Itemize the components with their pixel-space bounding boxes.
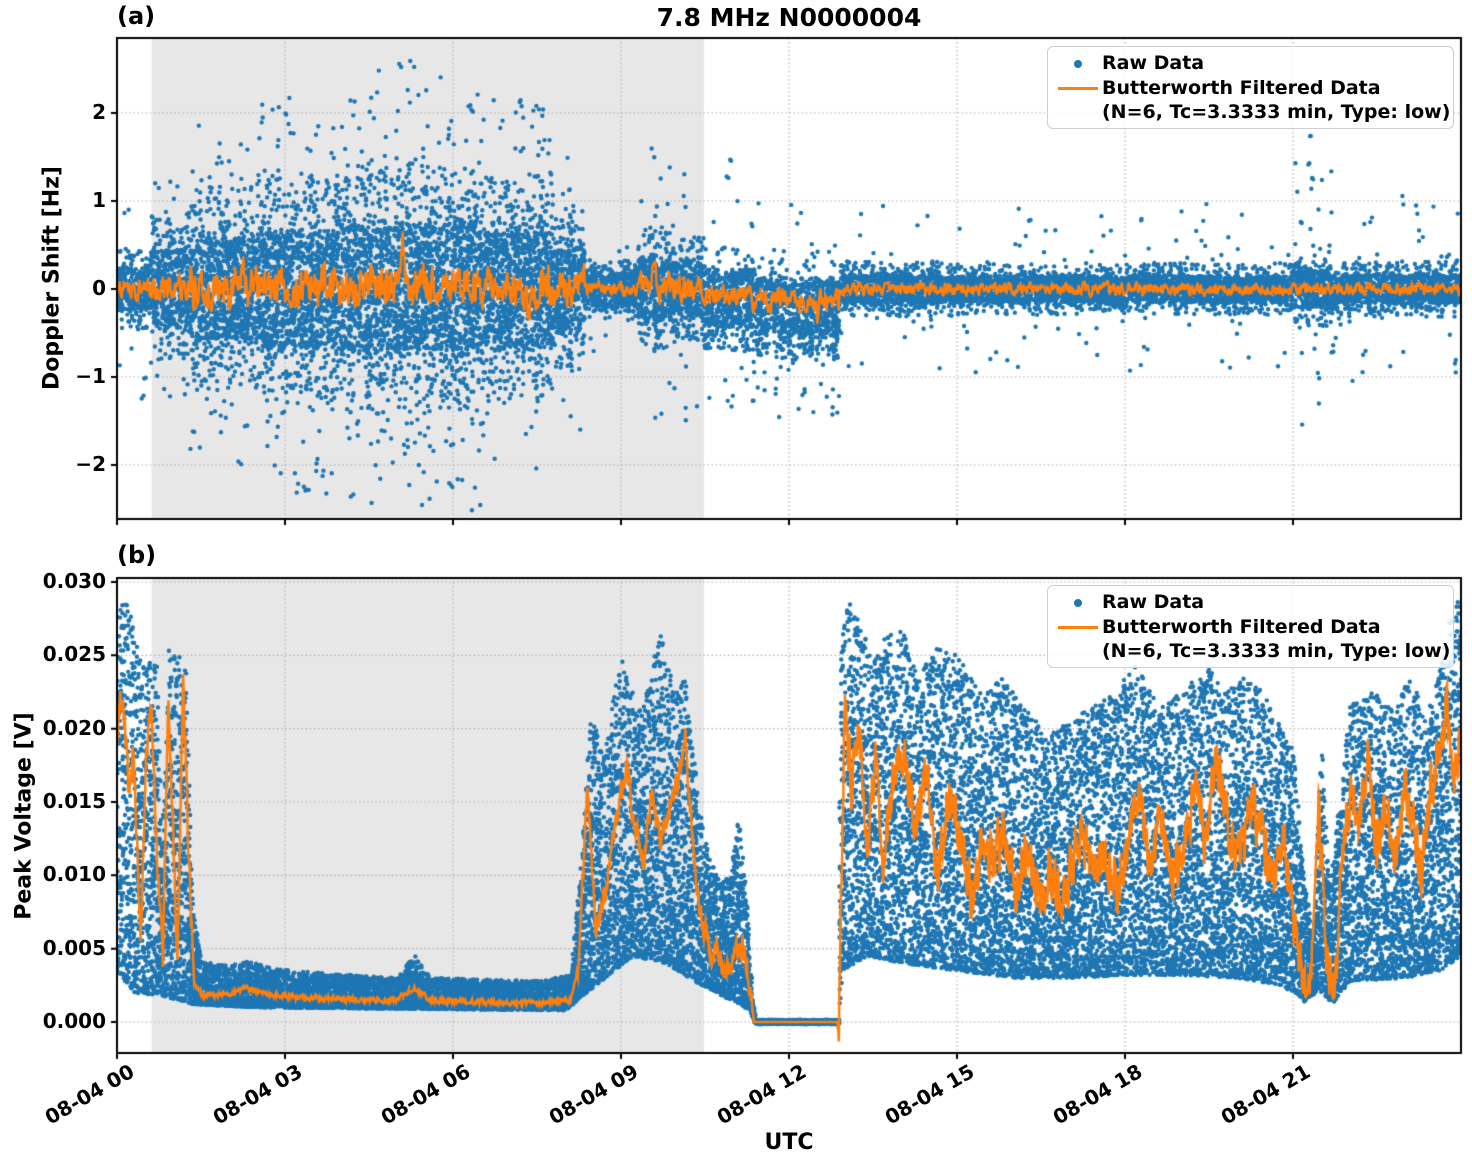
legend-filtered-label: Butterworth Filtered Data (N=6, Tc=3.333…: [1102, 76, 1451, 123]
raw-data-marker-icon: [1054, 51, 1102, 76]
legend-panel-b: Raw Data Butterworth Filtered Data (N=6,…: [1047, 585, 1454, 668]
y-tick-label-b: 0.000: [42, 1009, 106, 1033]
legend-filtered-label: Butterworth Filtered Data (N=6, Tc=3.333…: [1102, 615, 1451, 662]
panel-a-tag: (a): [117, 2, 156, 30]
y-tick-label-b: 0.030: [42, 569, 106, 593]
legend-raw-label: Raw Data: [1102, 52, 1205, 74]
chart-title: 7.8 MHz N0000004: [656, 3, 922, 32]
y-tick-label-b: 0.025: [42, 642, 106, 667]
y-tick-label-b: 0.005: [42, 935, 106, 960]
panel-b-tag: (b): [117, 541, 157, 569]
filtered-line-marker-icon: [1054, 76, 1102, 125]
y-tick-label-a: 0: [92, 276, 106, 300]
y-tick-label-a: 2: [92, 100, 106, 124]
raw-data-marker-icon: [1054, 590, 1102, 615]
y-tick-label-a: −2: [75, 452, 106, 476]
legend-panel-a: Raw Data Butterworth Filtered Data (N=6,…: [1047, 46, 1454, 129]
y-tick-label-b: 0.015: [42, 789, 106, 813]
y-tick-label-b: 0.010: [42, 862, 106, 887]
x-axis-label: UTC: [764, 1130, 814, 1155]
y-axis-label-voltage: Peak Voltage [V]: [11, 712, 37, 920]
y-tick-label-b: 0.020: [42, 715, 106, 740]
y-tick-label-a: −1: [75, 364, 106, 388]
y-tick-label-a: 1: [92, 188, 106, 212]
legend-raw-label: Raw Data: [1102, 591, 1205, 613]
filtered-line-marker-icon: [1054, 615, 1102, 664]
